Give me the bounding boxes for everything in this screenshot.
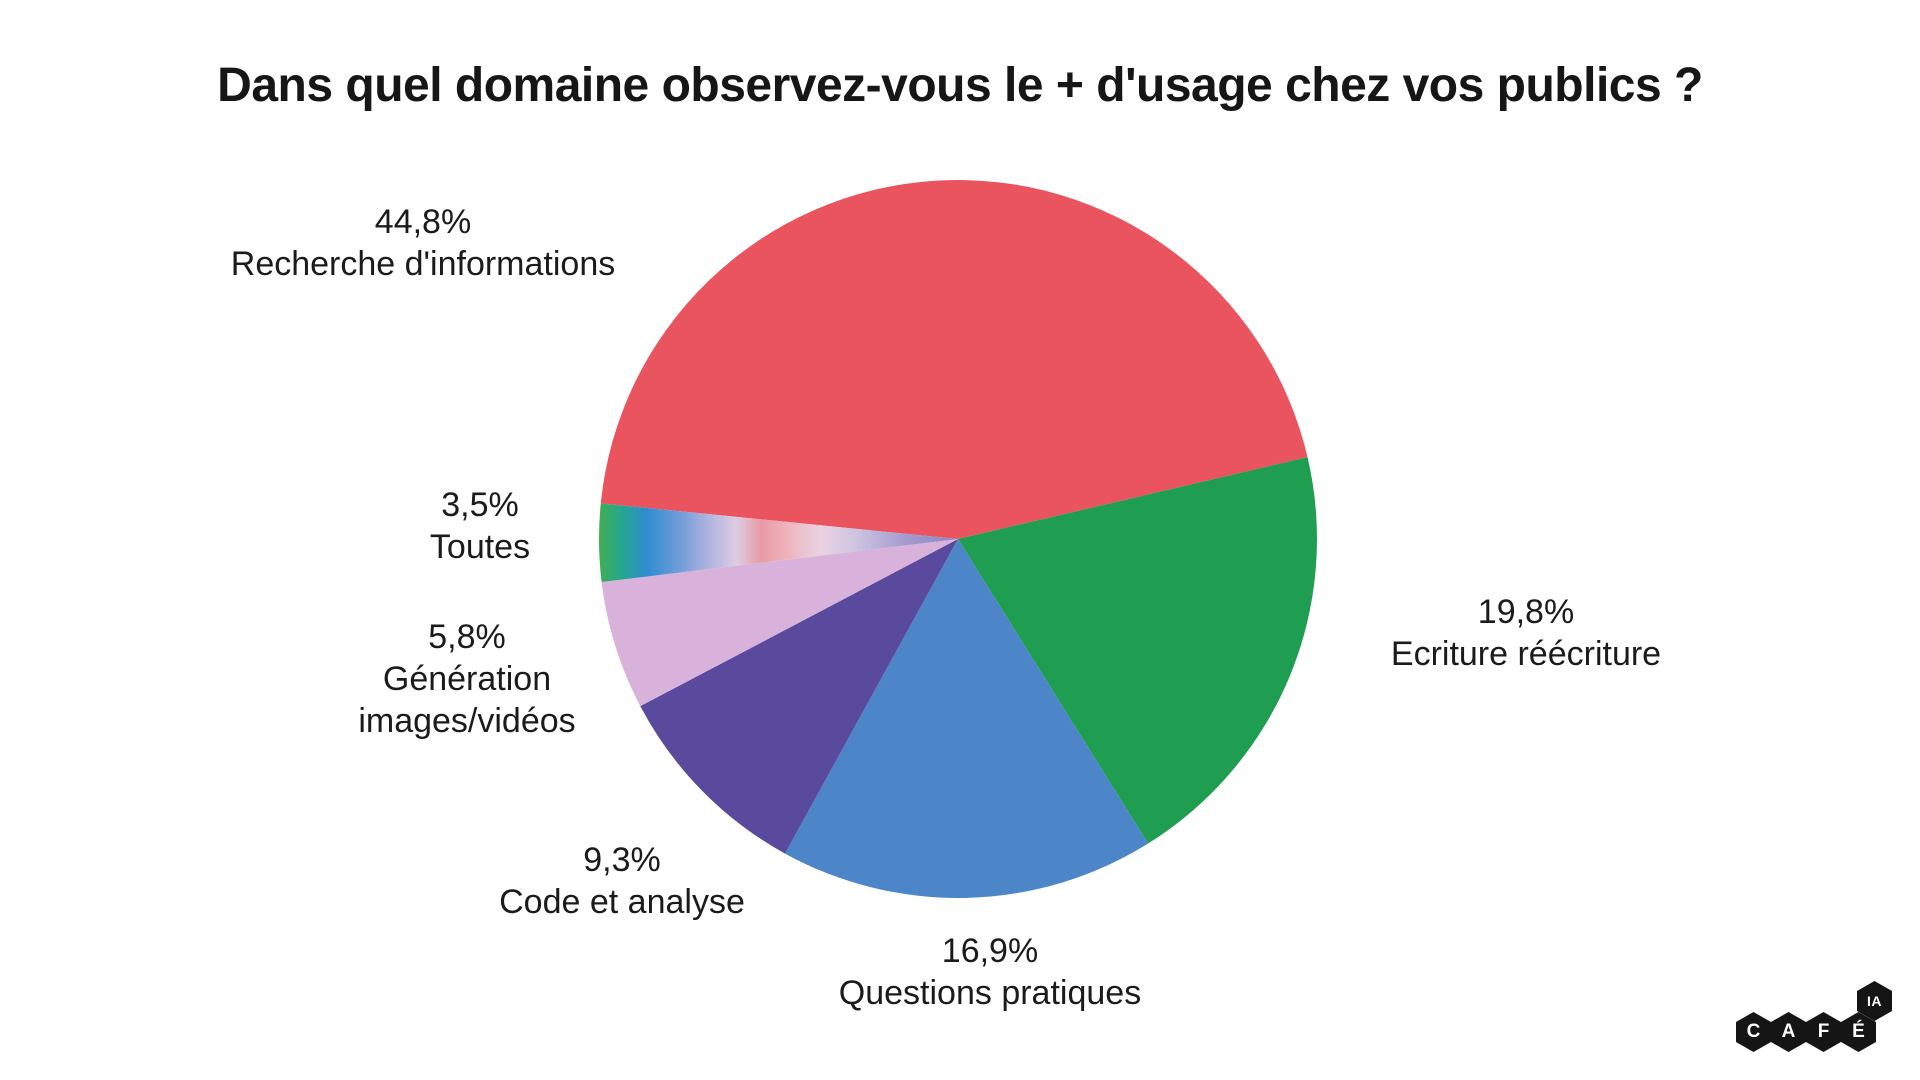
logo-hexagon-ia-badge: IA [1857, 981, 1892, 1021]
logo-letter: F [1817, 1021, 1830, 1042]
chart-title: Dans quel domaine observez-vous le + d'u… [217, 59, 1703, 112]
pie-slice-toutes [599, 503, 958, 583]
pie-category: Toutes [429, 528, 531, 566]
pie-category: Code et analyse [499, 883, 745, 921]
pie-category: Génération images/vidéos [358, 660, 576, 740]
logo-letter: A [1781, 1021, 1796, 1042]
pie-value: 3,5% [441, 486, 519, 524]
pie-slice-questions-pratiques [785, 539, 1149, 898]
pie-slice-code-et-analyse [640, 539, 958, 854]
logo-hexagon: A [1771, 1012, 1806, 1052]
logo-letter: É [1852, 1021, 1865, 1042]
pie-category: Recherche d'informations [230, 245, 616, 283]
pie-value: 19,8% [1477, 593, 1575, 631]
pie-value: 16,9% [941, 932, 1039, 970]
logo-badge: IA [1867, 993, 1882, 1009]
logo-hexagon: F [1806, 1012, 1841, 1052]
logo-hexagon: C [1736, 1012, 1771, 1052]
pie-label-recherche-informations: 44,8% Recherche d'informations [231, 201, 615, 285]
pie-category: Questions pratiques [838, 974, 1142, 1012]
logo-letter: C [1746, 1021, 1761, 1042]
pie-label-toutes: 3,5% Toutes [430, 484, 530, 568]
pie-label-questions-pratiques: 16,9% Questions pratiques [839, 930, 1141, 1014]
pie-value: 5,8% [428, 618, 506, 656]
cafe-ia-logo: C A F É IA [1730, 975, 1905, 1065]
pie-label-code-et-analyse: 9,3% Code et analyse [499, 839, 745, 923]
pie-slice-ecriture-r-criture [958, 457, 1317, 844]
pie-label-generation-images-videos: 5,8% Génération images/vidéos [335, 616, 599, 742]
pie-slice-recherche-d-informations [600, 180, 1308, 539]
pie-slice-g-n-ration-images-vid-os [601, 539, 958, 707]
pie-value: 44,8% [374, 203, 472, 241]
pie-label-ecriture-reecriture: 19,8% Ecriture réécriture [1391, 591, 1661, 675]
pie-value: 9,3% [583, 841, 661, 879]
pie-category: Ecriture réécriture [1390, 635, 1662, 673]
